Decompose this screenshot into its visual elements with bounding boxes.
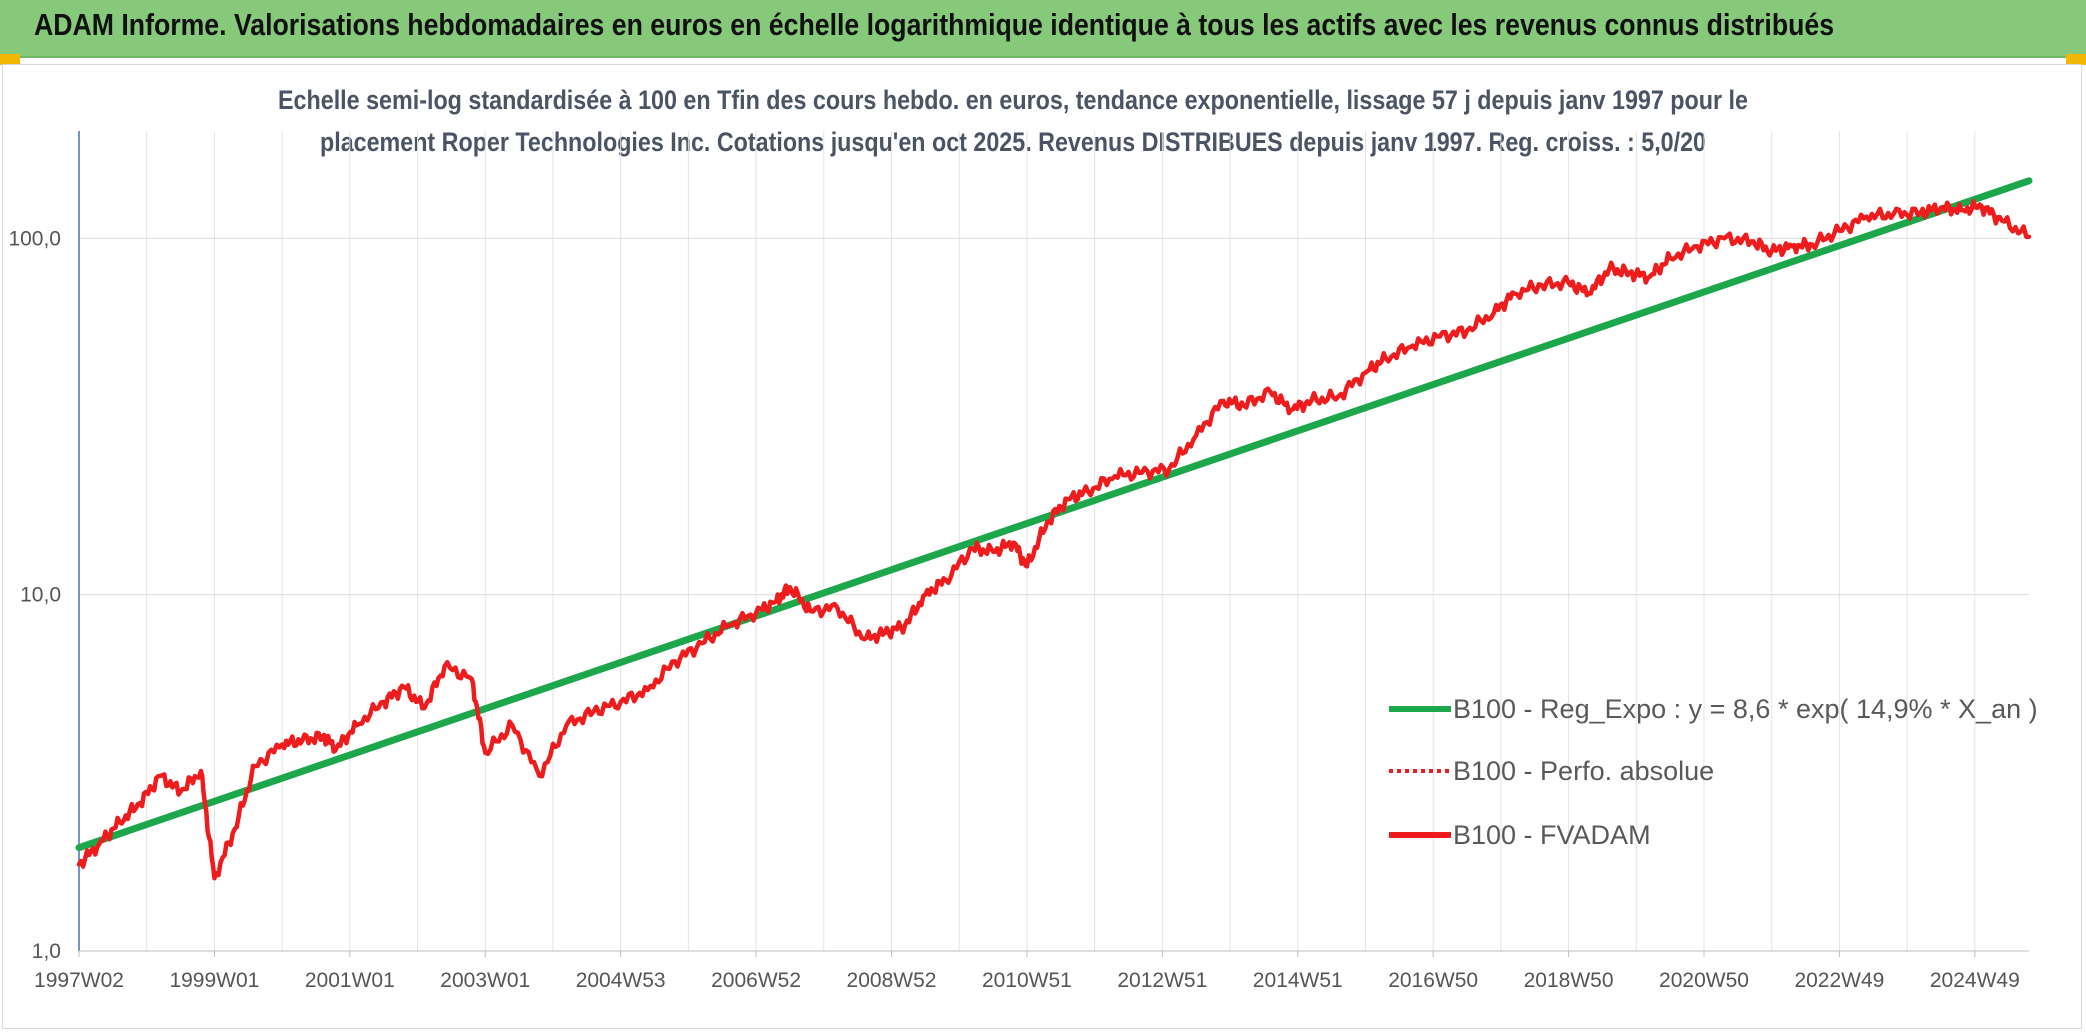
x-tick-label: 2004W53 (576, 969, 666, 992)
legend-entry-label: B100 - Reg_Expo : y = 8,6 * exp( 14,9% *… (1453, 694, 2038, 724)
header-banner: ADAM Informe. Valorisations hebdomadaire… (0, 0, 2086, 58)
chart-frame: Echelle semi-log standardisée à 100 en T… (2, 64, 2082, 1029)
grid (78, 131, 2029, 952)
x-tick-label: 2016W50 (1388, 969, 1478, 992)
legend-entry-label: B100 - FVADAM (1453, 820, 1651, 850)
chart: Echelle semi-log standardisée à 100 en T… (8, 85, 2038, 992)
x-tick-label: 2008W52 (847, 969, 937, 992)
x-tick-label: 2020W50 (1659, 969, 1749, 992)
y-tick-label: 100,0 (8, 227, 61, 250)
x-tick-label: 2018W50 (1524, 969, 1614, 992)
x-tick-label: 1997W02 (34, 969, 124, 992)
chart-title-line-2: placement Roper Technologies Inc. Cotati… (320, 127, 1706, 157)
left-accent-tab (0, 54, 20, 65)
y-tick-label: 10,0 (20, 584, 61, 607)
x-tick-label: 1999W01 (169, 969, 259, 992)
x-tick-label: 2010W51 (982, 969, 1072, 992)
x-tick-label: 2003W01 (440, 969, 530, 992)
axes: 1,0 10,0 100,0 1997W02 1999W01 2001W01 2003W01… (8, 131, 2029, 992)
fvadam-series-line (76, 198, 2032, 881)
legend: B100 - Reg_Expo : y = 8,6 * exp( 14,9% *… (1389, 694, 2038, 850)
x-tick-label: 2014W51 (1253, 969, 1343, 992)
x-tick-label: 2012W51 (1117, 969, 1207, 992)
chart-title-line-1: Echelle semi-log standardisée à 100 en T… (278, 85, 1748, 115)
legend-entry-label: B100 - Perfo. absolue (1453, 756, 1714, 786)
y-tick-label: 1,0 (32, 940, 61, 963)
x-tick-label: 2024W49 (1930, 969, 2020, 992)
chart-title: Echelle semi-log standardisée à 100 en T… (278, 85, 1748, 157)
x-tick-label: 2006W52 (711, 969, 801, 992)
x-tick-label: 2001W01 (305, 969, 395, 992)
page-title: ADAM Informe. Valorisations hebdomadaire… (34, 7, 1835, 42)
series (75, 177, 2033, 881)
x-tick-label: 2022W49 (1794, 969, 1884, 992)
right-accent-tab (2066, 54, 2086, 65)
